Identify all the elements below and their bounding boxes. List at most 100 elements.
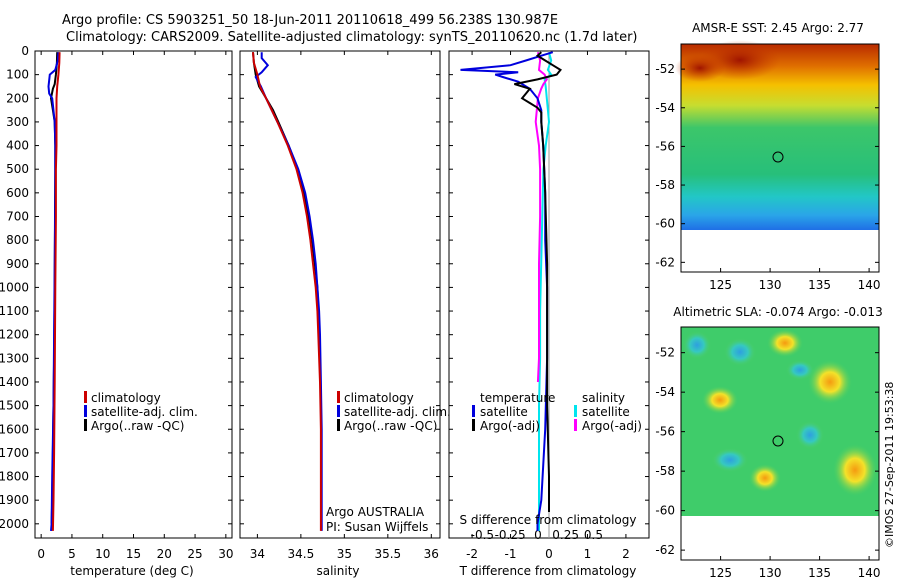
sst-map-land-mask	[681, 230, 879, 272]
depth-tick-label: 300	[6, 115, 29, 129]
legend-swatch-t-argo	[472, 419, 475, 431]
sla-positive-anomaly	[749, 464, 781, 492]
depth-tick-label: 700	[6, 209, 29, 223]
map-y-tick-label: -56	[655, 425, 675, 439]
legend-label-satellite: satellite-adj. clim.	[91, 405, 198, 419]
difference-s-argo-line	[534, 51, 548, 383]
legend-swatch-satellite	[84, 405, 87, 417]
depth-axis: 0 100 200 300 400 500 600 700 800 900 1000 1100 1200…	[0, 44, 649, 531]
legend-swatch-s-satellite	[574, 405, 577, 417]
depth-tick-label: 1800	[0, 470, 29, 484]
depth-tick-label: 1100	[0, 304, 29, 318]
map-x-tick-label: 130	[759, 566, 782, 580]
map-y-tick-label: -54	[655, 101, 675, 115]
depth-tick-label: 1200	[0, 328, 29, 342]
x-tick-label: 25	[187, 547, 202, 561]
legend-label-argo: Argo(..raw -QC)	[91, 419, 184, 433]
difference-axis-label-top: S difference from climatology	[460, 513, 637, 527]
temperature-satellite-line	[47, 52, 60, 531]
depth-tick-label: 1900	[0, 493, 29, 507]
x-tick-label: 35.5	[374, 547, 401, 561]
s-tick-label: 0.5	[584, 528, 603, 542]
x-tick-label: 36	[424, 547, 439, 561]
temperature-axis-label: temperature (deg C)	[70, 564, 193, 578]
depth-tick-label: 1600	[0, 422, 29, 436]
legend-label-t-argo: Argo(-adj)	[480, 419, 540, 433]
legend-swatch-climatology	[337, 391, 340, 403]
credit-timestamp: ©IMOS 27-Sep-2011 19:53:38	[883, 382, 896, 548]
x-tick-label: -2	[466, 547, 478, 561]
depth-tick-label: 1400	[0, 375, 29, 389]
sla-positive-anomaly	[702, 386, 738, 414]
legend-label-argo: Argo(..raw -QC)	[344, 419, 437, 433]
depth-tick-label: 1500	[0, 399, 29, 413]
sst-map-title: AMSR-E SST: 2.45 Argo: 2.77	[692, 21, 864, 35]
sla-map-axes: 125 130 135 140 -52 -54 -56 -58 -60 -62	[655, 346, 880, 580]
legend-label-s-argo: Argo(-adj)	[582, 419, 642, 433]
depth-tick-label: 2000	[0, 517, 29, 531]
depth-tick-label: 500	[6, 162, 29, 176]
depth-tick-label: 900	[6, 257, 29, 271]
legend-label-satellite: satellite-adj. clim.	[344, 405, 451, 419]
depth-tick-label: 1000	[0, 280, 29, 294]
sla-negative-anomaly	[724, 338, 756, 366]
depth-tick-label: 0	[21, 44, 29, 58]
x-tick-label: 0	[545, 547, 553, 561]
float-program-annotation: Argo AUSTRALIA	[326, 505, 425, 519]
difference-legend: temperature satellite Argo(-adj) salinit…	[472, 391, 642, 433]
x-tick-label: 30	[218, 547, 233, 561]
map-x-tick-label: 140	[858, 566, 881, 580]
map-y-tick-label: -62	[655, 543, 675, 557]
legend-title-temperature: temperature	[480, 391, 555, 405]
map-y-tick-label: -58	[655, 178, 675, 192]
x-tick-label: 34.5	[288, 547, 315, 561]
temperature-climatology-line	[51, 52, 61, 531]
map-y-tick-label: -54	[655, 385, 675, 399]
map-y-tick-label: -62	[655, 255, 675, 269]
x-tick-label: 0	[37, 547, 45, 561]
salinity-x-axis: 34 34.5 35 35.5 36	[250, 51, 439, 561]
difference-x-axis: -2 -1 0 1 2 -0.5 -0.25 0 0.25 0.5	[466, 51, 630, 561]
salinity-profile-lines	[252, 52, 323, 531]
s-tick-label: -0.5	[471, 528, 494, 542]
sla-map-land-mask	[681, 516, 879, 560]
legend-label-t-satellite: satellite	[480, 405, 528, 419]
depth-tick-label: 400	[6, 139, 29, 153]
map-x-tick-label: 130	[759, 278, 782, 292]
legend-label-climatology: climatology	[344, 391, 414, 405]
sst-map	[675, 40, 880, 273]
sla-positive-anomaly	[833, 444, 877, 496]
depth-tick-label: 800	[6, 233, 29, 247]
header-line-2: Climatology: CARS2009. Satellite-adjuste…	[66, 30, 638, 45]
temperature-panel-frame	[34, 50, 233, 539]
depth-tick-label: 1700	[0, 446, 29, 460]
x-tick-label: 20	[157, 547, 172, 561]
legend-swatch-argo	[84, 419, 87, 431]
temperature-profile-lines	[47, 52, 61, 531]
salinity-axis-label: salinity	[316, 564, 359, 578]
depth-tick-label: 100	[6, 68, 29, 82]
legend-swatch-t-satellite	[472, 405, 475, 417]
header-line-1: Argo profile: CS 5903251_50 18-Jun-2011 …	[62, 13, 558, 28]
map-y-tick-label: -58	[655, 464, 675, 478]
difference-profile-lines	[460, 51, 562, 538]
map-x-tick-label: 125	[709, 278, 732, 292]
sla-positive-anomaly	[808, 360, 852, 404]
legend-swatch-climatology	[84, 391, 87, 403]
map-y-tick-label: -52	[655, 346, 675, 360]
sla-map	[680, 326, 880, 561]
sst-map-frame	[680, 43, 880, 273]
legend-title-salinity: salinity	[582, 391, 625, 405]
sla-negative-anomaly	[712, 448, 748, 472]
temperature-legend: climatology satellite-adj. clim. Argo(..…	[84, 391, 198, 433]
x-tick-label: 15	[126, 547, 141, 561]
depth-tick-label: 200	[6, 91, 29, 105]
temperature-x-axis: 0 5 10 15 20 25 30	[37, 51, 233, 561]
legend-label-s-satellite: satellite	[582, 405, 630, 419]
sla-map-title: Altimetric SLA: -0.074 Argo: -0.013	[673, 305, 882, 319]
float-pi-annotation: PI: Susan Wijffels	[326, 520, 428, 534]
salinity-climatology-line	[252, 52, 322, 531]
sla-negative-anomaly	[796, 421, 824, 449]
sla-map-frame	[680, 326, 880, 561]
